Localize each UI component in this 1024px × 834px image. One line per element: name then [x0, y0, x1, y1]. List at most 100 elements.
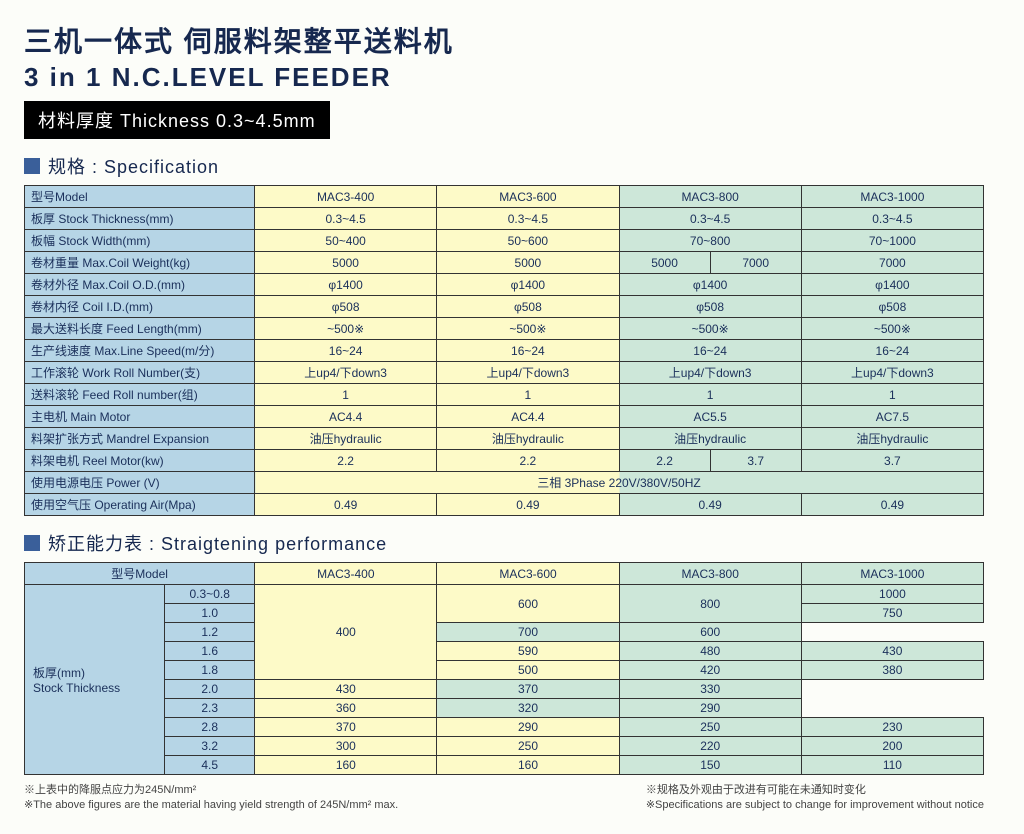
spec-cell: 0.49: [619, 494, 801, 516]
perf-cell: 250: [619, 718, 801, 737]
perf-cell: 110: [801, 756, 983, 775]
perf-cell: 220: [619, 737, 801, 756]
spec-cell: 1: [437, 384, 619, 406]
spec-cell: φ1400: [801, 274, 983, 296]
spec-cell: 2.2: [255, 450, 437, 472]
spec-cell: φ508: [801, 296, 983, 318]
spec-model-header: MAC3-600: [437, 186, 619, 208]
spec-cell: φ1400: [619, 274, 801, 296]
spec-cell: 16~24: [619, 340, 801, 362]
thickness-bar: 材料厚度 Thickness 0.3~4.5mm: [24, 101, 330, 139]
spec-cell: 0.49: [255, 494, 437, 516]
footnote-left-en: ※The above figures are the material havi…: [24, 798, 398, 813]
perf-cell: 160: [437, 756, 619, 775]
spec-cell: 16~24: [255, 340, 437, 362]
spec-cell: 上up4/下down3: [255, 362, 437, 384]
title-en: 3 in 1 N.C.LEVEL FEEDER: [24, 62, 1000, 93]
perf-cell: 330: [619, 680, 801, 699]
spec-cell-full: 三相 3Phase 220V/380V/50HZ: [255, 472, 984, 494]
spec-cell: 1: [619, 384, 801, 406]
perf-cell: 430: [255, 680, 437, 699]
spec-model-header: MAC3-400: [255, 186, 437, 208]
spec-row-label: 使用空气压 Operating Air(Mpa): [25, 494, 255, 516]
spec-cell: ~500※: [619, 318, 801, 340]
spec-cell: 70~1000: [801, 230, 983, 252]
perf-cell: 290: [619, 699, 801, 718]
spec-cell: φ508: [255, 296, 437, 318]
perf-thickness-value: 2.8: [165, 718, 255, 737]
perf-cell: 500: [437, 661, 619, 680]
perf-model-header: MAC3-800: [619, 563, 801, 585]
footnote-right-cn: ※规格及外观由于改进有可能在未通知时变化: [646, 783, 984, 798]
perf-cell: 750: [801, 604, 983, 623]
spec-cell: 0.3~4.5: [619, 208, 801, 230]
perf-thickness-value: 1.2: [165, 623, 255, 642]
spec-cell: 5000: [619, 252, 710, 274]
spec-model-header: MAC3-1000: [801, 186, 983, 208]
spec-cell: 1: [255, 384, 437, 406]
spec-cell: 油压hydraulic: [619, 428, 801, 450]
spec-cell: AC4.4: [255, 406, 437, 428]
perf-thickness-value: 4.5: [165, 756, 255, 775]
spec-row-label: 板幅 Stock Width(mm): [25, 230, 255, 252]
spec-cell: 上up4/下down3: [437, 362, 619, 384]
spec-table: 型号ModelMAC3-400MAC3-600MAC3-800MAC3-1000…: [24, 185, 984, 516]
perf-cell: 370: [437, 680, 619, 699]
spec-cell: 0.49: [801, 494, 983, 516]
spec-cell: 0.3~4.5: [255, 208, 437, 230]
perf-cell: 360: [255, 699, 437, 718]
perf-cell: 420: [619, 661, 801, 680]
perf-thickness-label: 板厚(mm)Stock Thickness: [25, 585, 165, 775]
spec-cell: AC7.5: [801, 406, 983, 428]
spec-cell: 16~24: [437, 340, 619, 362]
perf-cell: 200: [801, 737, 983, 756]
perf-model-header: MAC3-600: [437, 563, 619, 585]
spec-cell: 50~400: [255, 230, 437, 252]
perf-table: 型号ModelMAC3-400MAC3-600MAC3-800MAC3-1000…: [24, 562, 984, 775]
spec-cell: 3.7: [710, 450, 801, 472]
spec-cell: 0.49: [437, 494, 619, 516]
spec-cell: 2.2: [619, 450, 710, 472]
spec-cell: φ508: [437, 296, 619, 318]
spec-cell: 油压hydraulic: [255, 428, 437, 450]
perf-cell: 400: [255, 585, 437, 680]
spec-heading-text: 规格 : Specification: [48, 153, 219, 179]
spec-row-label: 使用电源电压 Power (V): [25, 472, 255, 494]
perf-thickness-value: 3.2: [165, 737, 255, 756]
perf-cell: 250: [437, 737, 619, 756]
perf-thickness-value: 1.6: [165, 642, 255, 661]
perf-thickness-value: 1.8: [165, 661, 255, 680]
perf-thickness-value: 0.3~0.8: [165, 585, 255, 604]
spec-row-label: 工作滚轮 Work Roll Number(支): [25, 362, 255, 384]
perf-cell: 370: [255, 718, 437, 737]
spec-row-label: 最大送料长度 Feed Length(mm): [25, 318, 255, 340]
perf-thickness-value: 1.0: [165, 604, 255, 623]
spec-cell: φ1400: [255, 274, 437, 296]
spec-cell: 1: [801, 384, 983, 406]
perf-cell: 700: [437, 623, 619, 642]
spec-cell: 50~600: [437, 230, 619, 252]
square-bullet-icon: [24, 158, 40, 174]
perf-model-header: MAC3-1000: [801, 563, 983, 585]
perf-cell: 480: [619, 642, 801, 661]
title-cn: 三机一体式 伺服料架整平送料机: [24, 20, 1000, 60]
spec-row-label: 料架电机 Reel Motor(kw): [25, 450, 255, 472]
perf-cell: 600: [619, 623, 801, 642]
spec-cell: 5000: [437, 252, 619, 274]
spec-cell: φ1400: [437, 274, 619, 296]
spec-row-label: 型号Model: [25, 186, 255, 208]
spec-cell: 3.7: [801, 450, 983, 472]
perf-cell: 150: [619, 756, 801, 775]
footnote-left-cn: ※上表中的降服点应力为245N/mm²: [24, 783, 398, 798]
perf-thickness-value: 2.0: [165, 680, 255, 699]
spec-model-header: MAC3-800: [619, 186, 801, 208]
perf-cell: 300: [255, 737, 437, 756]
perf-heading-text: 矫正能力表 : Straigtening performance: [48, 530, 387, 556]
perf-cell: 800: [619, 585, 801, 623]
perf-model-header: MAC3-400: [255, 563, 437, 585]
perf-cell: 380: [801, 661, 983, 680]
perf-cell: 230: [801, 718, 983, 737]
spec-cell: 上up4/下down3: [801, 362, 983, 384]
perf-heading: 矫正能力表 : Straigtening performance: [24, 530, 1000, 556]
spec-cell: 2.2: [437, 450, 619, 472]
